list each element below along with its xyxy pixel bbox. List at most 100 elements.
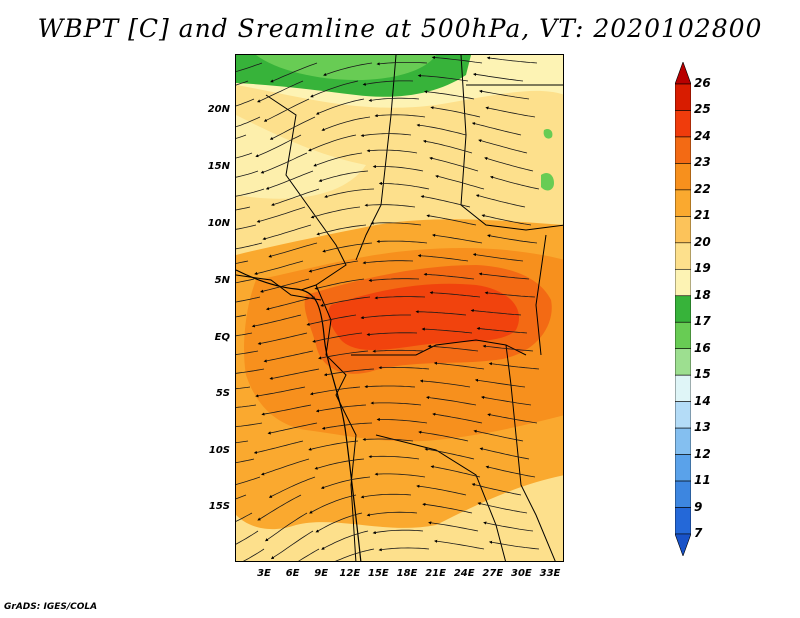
colorbar-segment — [675, 189, 691, 217]
colorbar-segment — [675, 295, 691, 323]
streamline — [368, 97, 420, 102]
field-16-17 — [256, 55, 436, 80]
streamline — [420, 195, 471, 208]
streamline — [323, 368, 375, 377]
streamline — [306, 314, 357, 326]
streamline — [308, 260, 359, 273]
lon-label: 3E — [257, 568, 271, 579]
streamline — [430, 106, 481, 118]
streamline — [471, 122, 522, 136]
colorbar-label: 22 — [694, 181, 711, 196]
streamline — [264, 512, 308, 542]
lon-label: 33E — [539, 568, 561, 579]
streamline — [320, 296, 371, 307]
colorbar-segment — [675, 268, 691, 297]
colorbar-segment — [675, 374, 691, 402]
colorbar-label: 14 — [694, 393, 711, 408]
streamline — [236, 188, 265, 197]
colorbar-segment — [675, 348, 691, 376]
streamline — [321, 422, 373, 430]
colorbar-segment — [675, 427, 691, 455]
streamline — [376, 239, 428, 244]
colorbar-label: 24 — [694, 128, 711, 143]
streamline — [236, 458, 255, 464]
streamline — [372, 529, 424, 535]
streamline — [376, 62, 428, 66]
streamline — [416, 123, 467, 136]
lat-label: EQ — [214, 332, 230, 343]
lon-label: 15E — [368, 568, 389, 579]
colorbar-segment — [675, 136, 691, 164]
streamline — [484, 291, 536, 298]
streamline — [308, 440, 359, 451]
streamline — [486, 56, 538, 64]
streamline — [378, 366, 430, 370]
streamline — [255, 134, 302, 158]
streamline — [418, 430, 469, 442]
streamline — [257, 494, 302, 521]
streamline — [477, 502, 528, 514]
colorbar-segment — [675, 163, 691, 191]
streamline — [422, 502, 473, 514]
colorbar — [675, 62, 691, 556]
field-23-24 — [328, 283, 520, 350]
streamline — [424, 447, 475, 460]
streamline — [417, 254, 469, 262]
colorbar-label: 19 — [694, 261, 711, 276]
streamline — [374, 472, 426, 478]
streamline — [481, 214, 532, 226]
streamline — [484, 157, 534, 172]
lat-label: 10N — [207, 218, 230, 229]
colorbar-segment — [675, 216, 691, 244]
lat-label: 15S — [208, 501, 230, 512]
streamline — [378, 181, 430, 190]
streamline — [488, 540, 540, 550]
streamline — [236, 242, 263, 250]
lat-label: 5S — [215, 388, 230, 399]
streamline — [362, 260, 414, 265]
field-18-19-west — [236, 115, 366, 199]
streamline — [433, 361, 485, 370]
streamline — [236, 224, 257, 230]
streamline — [270, 62, 318, 83]
colorbar-segment — [675, 480, 691, 508]
lon-label: 12E — [339, 568, 361, 579]
streamline — [236, 134, 247, 139]
streamline — [269, 368, 320, 380]
streamline — [236, 170, 259, 178]
streamline — [312, 332, 363, 343]
streamline — [470, 309, 522, 316]
streamline — [421, 327, 473, 334]
streamline — [419, 379, 471, 388]
streamline — [364, 385, 416, 389]
streamline — [236, 278, 255, 284]
streamline — [321, 530, 369, 550]
colorbar-label: 9 — [694, 499, 703, 514]
streamline — [268, 242, 318, 258]
streamline — [335, 548, 375, 561]
colorbar-label: 18 — [694, 287, 711, 302]
streamline — [268, 476, 316, 498]
streamline — [479, 89, 530, 100]
colorbar-segment — [675, 242, 691, 270]
streamline — [254, 260, 304, 275]
colorbar-segment — [675, 83, 691, 111]
streamline — [236, 422, 263, 428]
streamline — [483, 521, 534, 532]
streamline — [488, 362, 540, 370]
streamline — [370, 401, 422, 406]
streamline — [323, 62, 373, 76]
streamline — [372, 349, 424, 353]
streamline — [429, 291, 481, 298]
chart-title: WBPT [C] and Sreamline at 500hPa, VT: 20… — [37, 14, 763, 43]
streamline — [366, 332, 418, 337]
streamline — [320, 476, 371, 489]
streamline — [257, 332, 308, 345]
colorbar-label: 16 — [694, 340, 711, 355]
colorbar-segment — [675, 454, 691, 482]
streamline — [476, 326, 528, 334]
streamline — [416, 484, 467, 496]
streamline — [324, 188, 375, 198]
streamline — [236, 62, 263, 73]
colorbar-segment — [675, 110, 691, 138]
